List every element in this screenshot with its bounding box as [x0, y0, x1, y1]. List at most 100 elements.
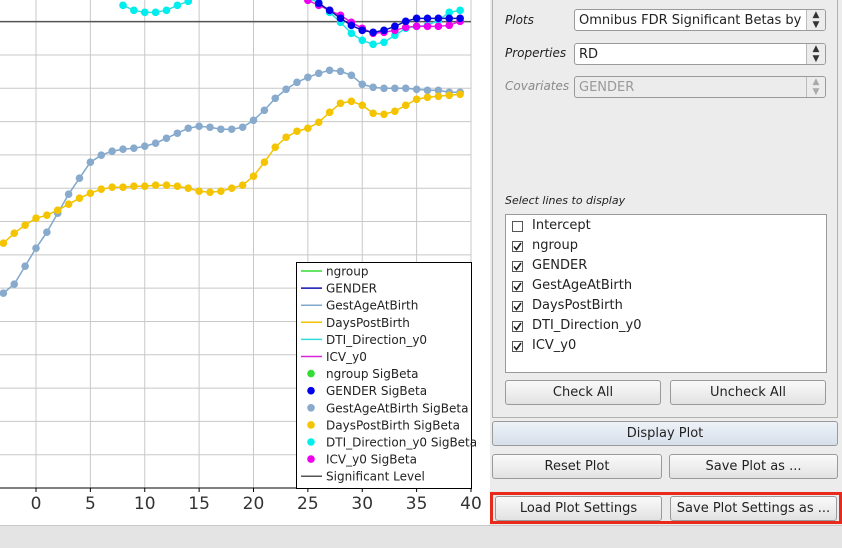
check-mark	[513, 302, 522, 311]
sig-point	[184, 124, 193, 133]
legend-label: DTI_Direction_y0	[326, 333, 427, 347]
sig-point	[456, 14, 464, 23]
sig-point	[304, 0, 312, 5]
sig-point	[162, 181, 171, 190]
sig-point	[423, 93, 432, 102]
plot-area: 0 5 10 15 20 25 30 35 40 ngroup GENDER GestAgeAtBi…	[0, 0, 490, 525]
properties-value: RD	[579, 47, 599, 62]
sig-point	[21, 221, 29, 229]
sig-point	[108, 183, 116, 192]
load-settings-button[interactable]: Load Plot Settings	[495, 496, 662, 521]
sig-point	[10, 229, 19, 237]
check-mark	[513, 322, 522, 331]
sig-point	[314, 118, 323, 127]
sig-point	[184, 0, 193, 6]
sig-point	[358, 36, 367, 45]
sig-point	[32, 244, 40, 252]
check-all-button[interactable]: Check All	[505, 380, 661, 405]
check-mark	[513, 242, 522, 251]
sig-point	[162, 134, 171, 143]
sig-point	[325, 66, 334, 75]
display-plot-button[interactable]: Display Plot	[492, 421, 838, 446]
sig-point	[347, 29, 356, 38]
sig-point	[64, 190, 73, 199]
sig-point	[119, 145, 127, 154]
sig-point	[162, 6, 171, 15]
sig-point	[358, 101, 367, 110]
sig-point	[347, 21, 356, 30]
sig-point	[434, 22, 443, 31]
sig-point	[412, 85, 421, 94]
sig-point	[108, 147, 116, 156]
checkbox[interactable]	[512, 241, 523, 252]
sig-point	[151, 139, 160, 148]
sig-point	[434, 92, 443, 101]
sig-point	[0, 239, 8, 247]
sig-point	[238, 181, 247, 190]
sig-point	[151, 181, 160, 190]
series-layer	[0, 0, 471, 297]
check-mark	[513, 262, 522, 271]
x-tick-label: 40	[460, 494, 482, 514]
sig-point	[260, 106, 269, 115]
checkbox[interactable]	[512, 221, 523, 232]
plots-combo[interactable]: Omnibus FDR Significant Betas by P ▲ ▼	[574, 9, 826, 31]
legend-label: ngroup	[326, 265, 368, 279]
sig-point	[347, 71, 356, 80]
check-mark	[513, 282, 522, 291]
uncheck-all-button[interactable]: Uncheck All	[670, 380, 826, 405]
checkbox[interactable]	[512, 301, 523, 312]
check-mark	[513, 262, 522, 271]
sig-point	[140, 8, 149, 17]
legend-label: DaysPostBirth SigBeta	[326, 418, 460, 432]
checkbox[interactable]	[512, 261, 523, 272]
sig-point	[206, 123, 214, 132]
legend-label: DTI_Direction_y0 SigBeta	[326, 436, 477, 450]
sig-point	[434, 86, 443, 95]
x-tick-label: 30	[351, 494, 373, 514]
covariates-label: Covariates	[505, 79, 570, 93]
sig-point	[195, 187, 203, 196]
checkbox[interactable]	[512, 341, 523, 352]
checkbox[interactable]	[512, 281, 523, 292]
sig-point	[325, 108, 334, 117]
checkbox[interactable]	[512, 321, 523, 332]
reset-plot-button[interactable]: Reset Plot	[492, 454, 662, 479]
sig-point	[282, 85, 290, 94]
sig-point	[97, 151, 106, 160]
check-mark	[513, 302, 522, 311]
sig-point	[380, 84, 388, 93]
x-tick-label: 10	[134, 494, 156, 514]
sig-point	[151, 8, 160, 17]
sig-point	[53, 206, 62, 214]
sig-point	[423, 22, 432, 31]
sig-point	[445, 91, 454, 100]
combo-arrow: ▲ ▼	[806, 44, 825, 64]
line-label: ngroup	[532, 238, 578, 253]
check-mark	[513, 342, 522, 351]
sig-point	[119, 1, 127, 10]
sig-point	[119, 183, 127, 192]
highlight-box	[490, 492, 842, 524]
properties-combo[interactable]: RD ▲ ▼	[574, 43, 826, 65]
x-tick-label: 35	[406, 494, 428, 514]
legend-label: ngroup SigBeta	[326, 367, 419, 381]
sig-point	[358, 80, 367, 89]
line-label: DTI_Direction_y0	[532, 318, 642, 333]
check-mark	[513, 282, 522, 291]
sig-point	[260, 158, 269, 167]
x-tick-label: 20	[243, 494, 265, 514]
sig-point	[217, 125, 225, 134]
sig-point	[336, 14, 345, 23]
sig-point	[173, 1, 182, 10]
sig-point	[380, 38, 388, 47]
sig-point	[10, 280, 19, 288]
sig-point	[0, 289, 8, 297]
sig-point	[456, 90, 464, 99]
legend-label: GestAgeAtBirth SigBeta	[326, 401, 468, 415]
properties-label: Properties	[505, 46, 567, 60]
save-plot-button[interactable]: Save Plot as ...	[669, 454, 838, 479]
save-settings-button[interactable]: Save Plot Settings as ...	[670, 496, 837, 521]
line-label: DaysPostBirth	[532, 298, 623, 313]
sig-point	[249, 172, 258, 181]
